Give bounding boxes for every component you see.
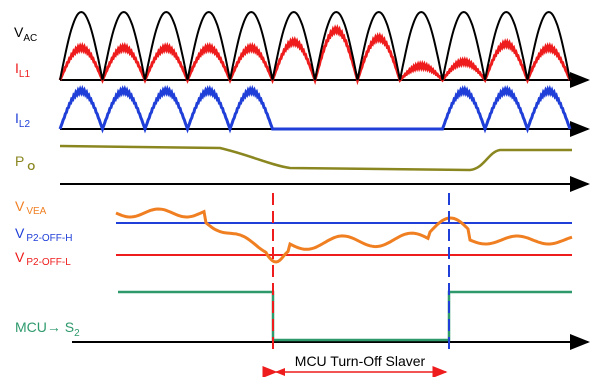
vac-label: VAC — [14, 24, 37, 44]
mcu-label: MCU→ S2 — [15, 319, 80, 339]
interval-arrow-left-head — [275, 368, 285, 376]
mcu-s2-signal — [118, 290, 572, 342]
vac-waveform — [59, 10, 571, 81]
il2-waveform — [58, 84, 572, 134]
vvea-label: V VEA — [15, 198, 47, 217]
interval-label: MCU Turn-Off Slaver — [295, 353, 426, 369]
vvea-waveform — [115, 207, 573, 264]
il1-label: IL1 — [15, 60, 30, 80]
po-waveform — [59, 144, 572, 172]
vl-label: V P2-OFF-L — [15, 249, 71, 268]
il2-label: IL2 — [15, 110, 30, 130]
vh-label: V P2-OFF-H — [15, 225, 72, 244]
